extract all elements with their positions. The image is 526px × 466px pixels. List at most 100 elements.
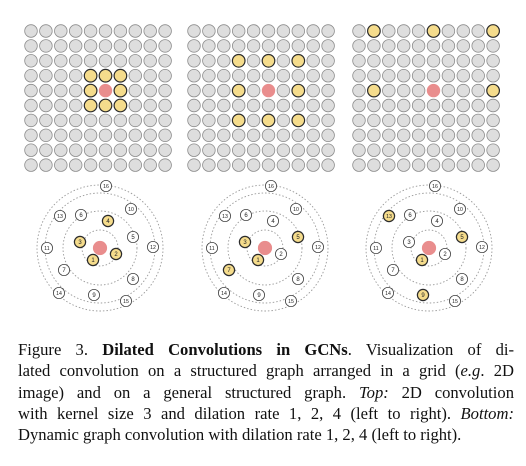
grid-node [113,113,128,128]
graph-node-14: 14 [381,286,394,299]
caption-line-1: Figure 3. Dilated Convolutions in GCNs. … [18,340,514,359]
grid-node [411,68,426,83]
graph-node-14: 14 [217,286,230,299]
grid-node [276,39,291,53]
graph-neighbor-node-5: 5 [291,230,305,244]
grid-node [83,158,98,172]
grid-node [158,68,172,83]
grid-node [306,113,320,128]
grid-node [411,128,426,143]
grid-node [68,128,83,143]
grid-node [24,98,38,113]
graph-node-label: 11 [373,246,378,252]
graph-neighbor-node-1: 1 [415,253,429,267]
grid-node [352,98,366,113]
grid-node [246,68,261,83]
grid-node [39,128,53,143]
grid-node [397,24,411,38]
grid-node [246,158,261,172]
graph-node-label: 6 [408,213,412,219]
grid-node [68,113,83,128]
grid-node [113,54,128,68]
grid-node [217,158,231,172]
graph-node-10: 10 [125,202,138,215]
grid-node [68,54,83,68]
graph-node-9: 9 [88,288,101,301]
grid-node [367,68,381,83]
grid-node [68,98,83,113]
graph-node-label: 10 [457,207,463,213]
grid-node [54,68,68,83]
grid-node [261,143,276,157]
graph-node-label: 11 [209,246,214,252]
grid-node [367,158,381,172]
grid-node [486,54,500,68]
grid-node [352,143,366,157]
graph-ring [36,184,164,312]
grid-node [231,98,246,113]
grid-node [291,68,306,83]
grid-node [291,158,306,172]
grid-node [321,68,335,83]
grid-node [217,83,231,98]
graph-node-label: 4 [106,219,110,225]
grid-node [202,128,216,143]
grid-node [143,128,157,143]
graph-node-8: 8 [291,272,304,285]
grid-node [306,54,320,68]
graph-node-label: 16 [432,184,438,190]
graph-node-12: 12 [475,240,488,253]
graph-node-label: 8 [296,277,300,283]
grid-node [306,83,320,98]
graph-neighbor-node-7: 7 [222,263,236,277]
graph-node-label: 13 [57,214,63,220]
graph-node-label: 14 [221,291,227,297]
grid-node [471,128,485,143]
grid-center-node [426,83,441,98]
grid-neighbor-node [231,83,246,98]
grid-node [246,54,261,68]
grid-node [143,98,157,113]
grid-node [24,143,38,157]
graph-node-label: 9 [421,293,425,299]
grid-node [143,54,157,68]
grid-node [231,143,246,157]
grid-node [158,113,172,128]
grid-node [456,143,471,157]
grid-center-node [98,83,113,98]
grid-node [352,158,366,172]
graph-neighbor-node-13: 13 [382,209,396,223]
grid-node [456,24,471,38]
grid-node [441,24,456,38]
grid-node [113,128,128,143]
grid-panel-dilation-2 [187,24,335,172]
grid-node [231,24,246,38]
grid-neighbor-node [291,83,306,98]
grid-node [54,143,68,157]
graph-node-label: 5 [296,235,300,241]
grid-node [471,158,485,172]
grid-node [486,113,500,128]
grid-neighbor-node [291,113,306,128]
grid-neighbor-node [231,113,246,128]
grid-node [39,83,53,98]
grid-node [187,158,201,172]
graph-node-label: 1 [256,258,260,264]
grid-node [456,128,471,143]
grid-node [456,68,471,83]
grid-node [426,54,441,68]
grid-node [246,83,261,98]
grid-node [456,39,471,53]
grid-node [143,158,157,172]
graph-node-14: 14 [53,286,66,299]
grid-node [306,39,320,53]
grid-node [441,128,456,143]
grid-node [486,143,500,157]
grid-node [98,158,113,172]
graph-node-label: 16 [103,184,109,190]
grid-node [202,83,216,98]
graph-node-label: 12 [315,245,321,251]
grid-node [382,83,396,98]
